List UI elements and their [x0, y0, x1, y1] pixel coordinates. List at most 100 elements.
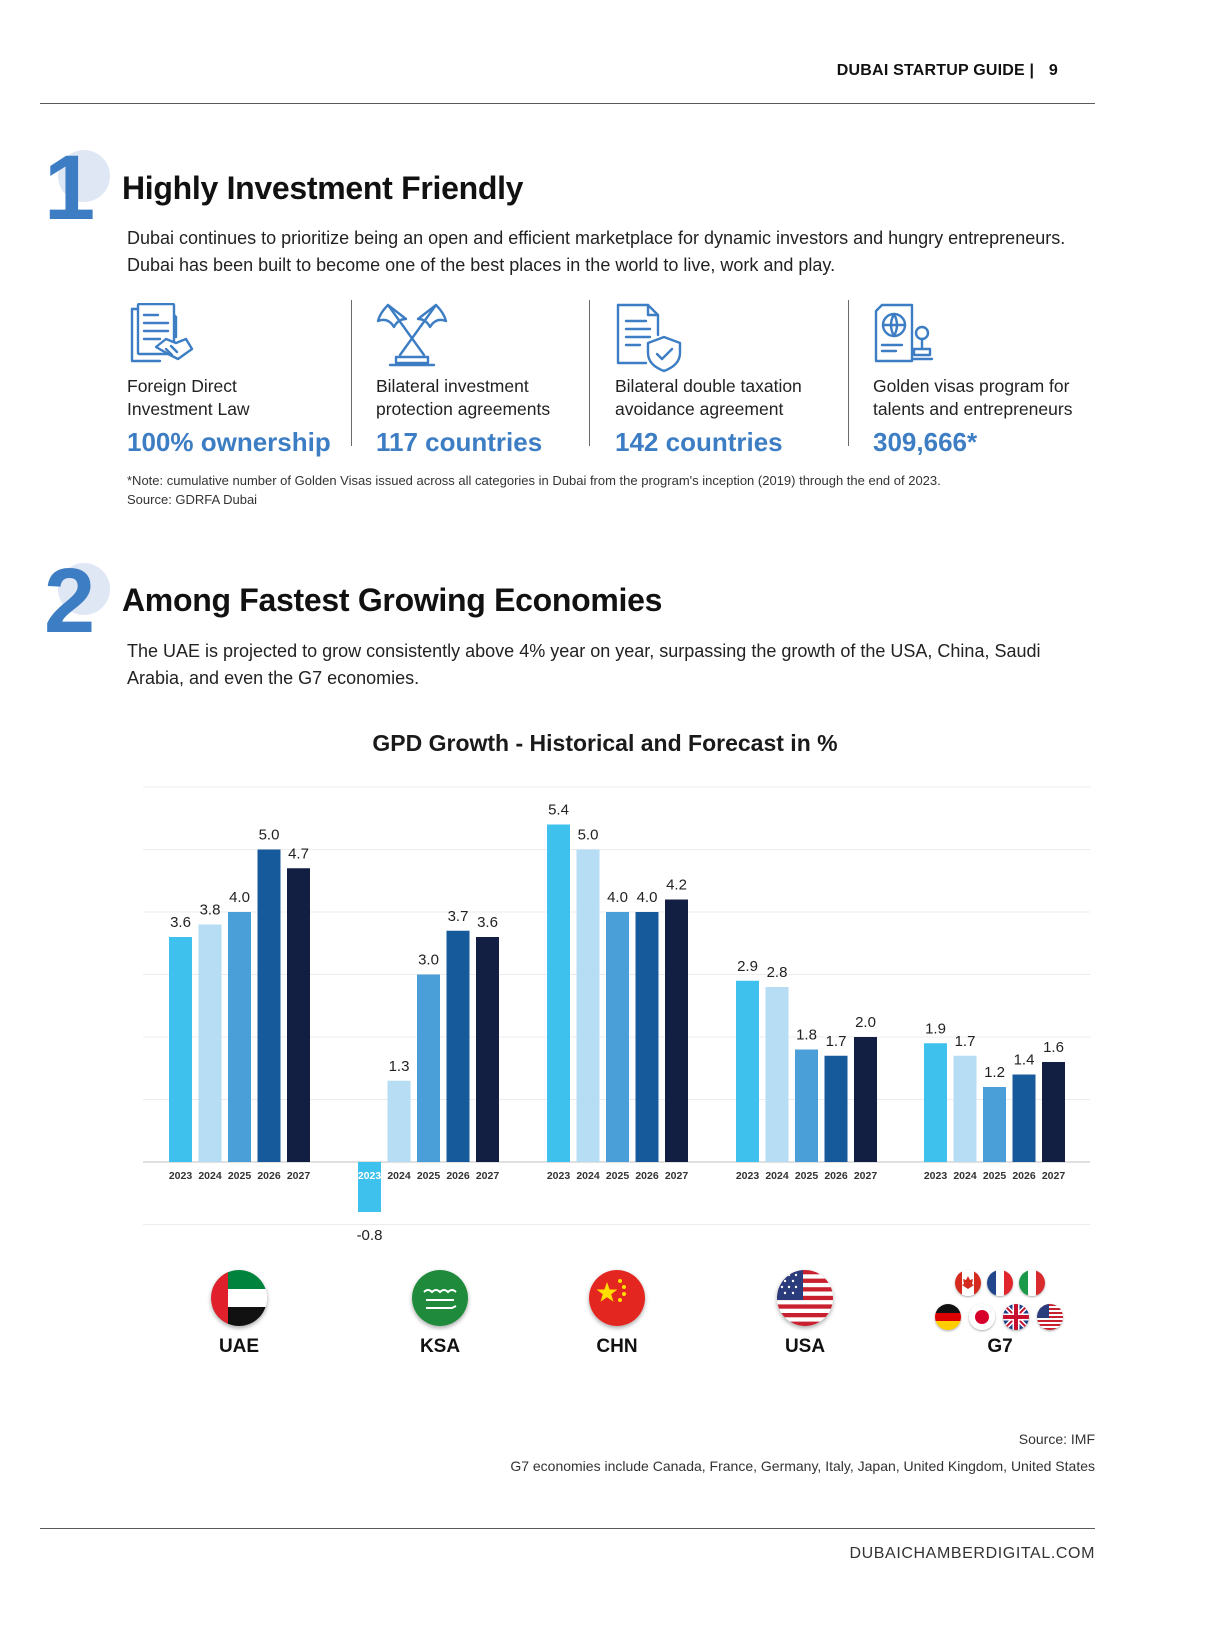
bar-chn-2023	[547, 824, 570, 1162]
data-label: 3.6	[477, 914, 498, 931]
stat-golden-visas: Golden visas program for talents and ent…	[873, 375, 1113, 458]
stat-label-line2: avoidance agreement	[615, 399, 784, 419]
golden-visa-source: Source: GDRFA Dubai	[127, 492, 258, 507]
year-tick-label: 2024	[198, 1170, 222, 1182]
bar-ksa-2027	[476, 937, 499, 1162]
page-header: DUBAI STARTUP GUIDE | 9	[837, 62, 1058, 80]
year-tick-label: 2024	[953, 1170, 977, 1182]
data-label: 4.7	[288, 845, 309, 862]
bar-chn-2026	[635, 912, 659, 1162]
bar-ksa-2026	[446, 930, 470, 1162]
year-tick-label: 2024	[576, 1170, 600, 1182]
data-label: 1.8	[796, 1027, 817, 1044]
bar-g7-2027	[1042, 1062, 1065, 1162]
country-label-usa: USA	[784, 1336, 826, 1357]
data-label: 1.7	[955, 1033, 976, 1050]
year-tick-label: 2023	[924, 1170, 948, 1182]
year-tick-label: 2026	[446, 1170, 470, 1182]
data-label: 2.0	[855, 1014, 876, 1031]
section-2-intro: The UAE is projected to grow consistentl…	[127, 641, 1041, 688]
header-rule	[40, 103, 1095, 104]
country-label-g7: G7	[987, 1336, 1013, 1357]
year-tick-label: 2027	[287, 1170, 311, 1182]
bar-uae-2027	[287, 868, 310, 1162]
data-label: 1.6	[1043, 1039, 1064, 1056]
canada-flag-icon	[955, 1270, 981, 1296]
data-label: 1.4	[1014, 1052, 1035, 1069]
section-2-title: Among Fastest Growing Economies	[122, 582, 663, 618]
data-label: 4.0	[607, 889, 628, 906]
year-tick-label: 2025	[795, 1170, 819, 1182]
bar-g7-2024	[953, 1055, 977, 1162]
section-1-number: 1	[44, 137, 96, 239]
year-tick-label: 2023	[358, 1170, 382, 1182]
stat-label-line1: Foreign Direct	[127, 376, 237, 396]
footer-website-link[interactable]: DUBAICHAMBERDIGITAL.COM	[849, 1545, 1095, 1562]
year-tick-label: 2027	[854, 1170, 878, 1182]
year-tick-label: 2023	[547, 1170, 571, 1182]
stat-bilateral-investment: Bilateral investment protection agreemen…	[376, 375, 611, 458]
guide-title: DUBAI STARTUP GUIDE |	[836, 62, 1035, 79]
country-label-uae: UAE	[218, 1336, 260, 1357]
stat-divider	[351, 300, 352, 446]
data-label: 3.8	[200, 902, 221, 919]
bar-usa-2024	[765, 987, 789, 1162]
g7-note: G7 economies include Canada, France, Ger…	[510, 1458, 1095, 1474]
year-tick-label: 2024	[387, 1170, 411, 1182]
saudi-flag-icon	[412, 1270, 468, 1326]
year-tick-label: 2027	[665, 1170, 689, 1182]
footer-rule	[40, 1528, 1095, 1529]
bar-uae-2025	[228, 912, 251, 1162]
france-flag-icon	[987, 1270, 1013, 1296]
stat-label-line2: protection agreements	[376, 399, 551, 419]
data-label: 3.0	[418, 952, 439, 969]
bar-chn-2027	[665, 899, 688, 1162]
uae-flag-icon	[211, 1270, 267, 1326]
bar-usa-2023	[736, 980, 759, 1162]
data-label: 1.7	[826, 1033, 847, 1050]
year-tick-label: 2026	[1012, 1170, 1036, 1182]
data-label: 2.9	[737, 958, 758, 975]
bar-g7-2023	[924, 1043, 947, 1162]
bar-chn-2024	[576, 849, 600, 1162]
bar-uae-2026	[257, 849, 281, 1162]
year-tick-label: 2027	[476, 1170, 500, 1182]
year-tick-label: 2024	[765, 1170, 789, 1182]
document-shield-icon	[616, 303, 682, 373]
stat-value: 117 countries	[376, 427, 543, 457]
country-label-ksa: KSA	[419, 1336, 461, 1357]
golden-visa-note: *Note: cumulative number of Golden Visas…	[127, 473, 941, 488]
chart-source: Source: IMF	[1018, 1431, 1095, 1447]
stat-divider	[848, 300, 849, 446]
g7-flags-icon	[935, 1270, 1075, 1340]
china-flag-icon	[589, 1270, 645, 1326]
bar-g7-2025	[983, 1087, 1006, 1162]
crossed-flags-icon	[376, 303, 448, 367]
data-label: 2.8	[767, 964, 788, 981]
year-tick-label: 2025	[983, 1170, 1007, 1182]
year-tick-label: 2026	[257, 1170, 281, 1182]
data-label: 3.6	[170, 914, 191, 931]
year-tick-label: 2026	[824, 1170, 848, 1182]
contract-handshake-icon	[130, 303, 194, 363]
stat-label-line1: Bilateral investment	[376, 376, 529, 396]
bar-chn-2025	[606, 912, 629, 1162]
page-number: 9	[1048, 62, 1058, 79]
section-number-shadow	[58, 563, 110, 615]
section-1-title: Highly Investment Friendly	[122, 170, 524, 206]
stat-divider	[589, 300, 590, 446]
usa-mini-flag-icon	[1037, 1304, 1063, 1330]
year-tick-label: 2023	[736, 1170, 760, 1182]
year-tick-label: 2027	[1042, 1170, 1066, 1182]
italy-flag-icon	[1019, 1270, 1045, 1296]
bar-ksa-2024	[387, 1080, 411, 1162]
data-label: 4.0	[229, 889, 250, 906]
uk-flag-icon	[1003, 1304, 1029, 1330]
bar-ksa-2023	[358, 1162, 381, 1212]
bar-uae-2024	[198, 924, 222, 1162]
stat-label-line1: Bilateral double taxation	[615, 376, 802, 396]
data-label: 1.3	[389, 1058, 410, 1075]
gdp-growth-chart: 3.6 2023 3.8 2024 4.0 2025 5.0 2026 4.7 2027 -0.8 2…	[143, 786, 1090, 1244]
data-label: -0.8	[357, 1227, 383, 1244]
bar-usa-2026	[824, 1055, 848, 1162]
